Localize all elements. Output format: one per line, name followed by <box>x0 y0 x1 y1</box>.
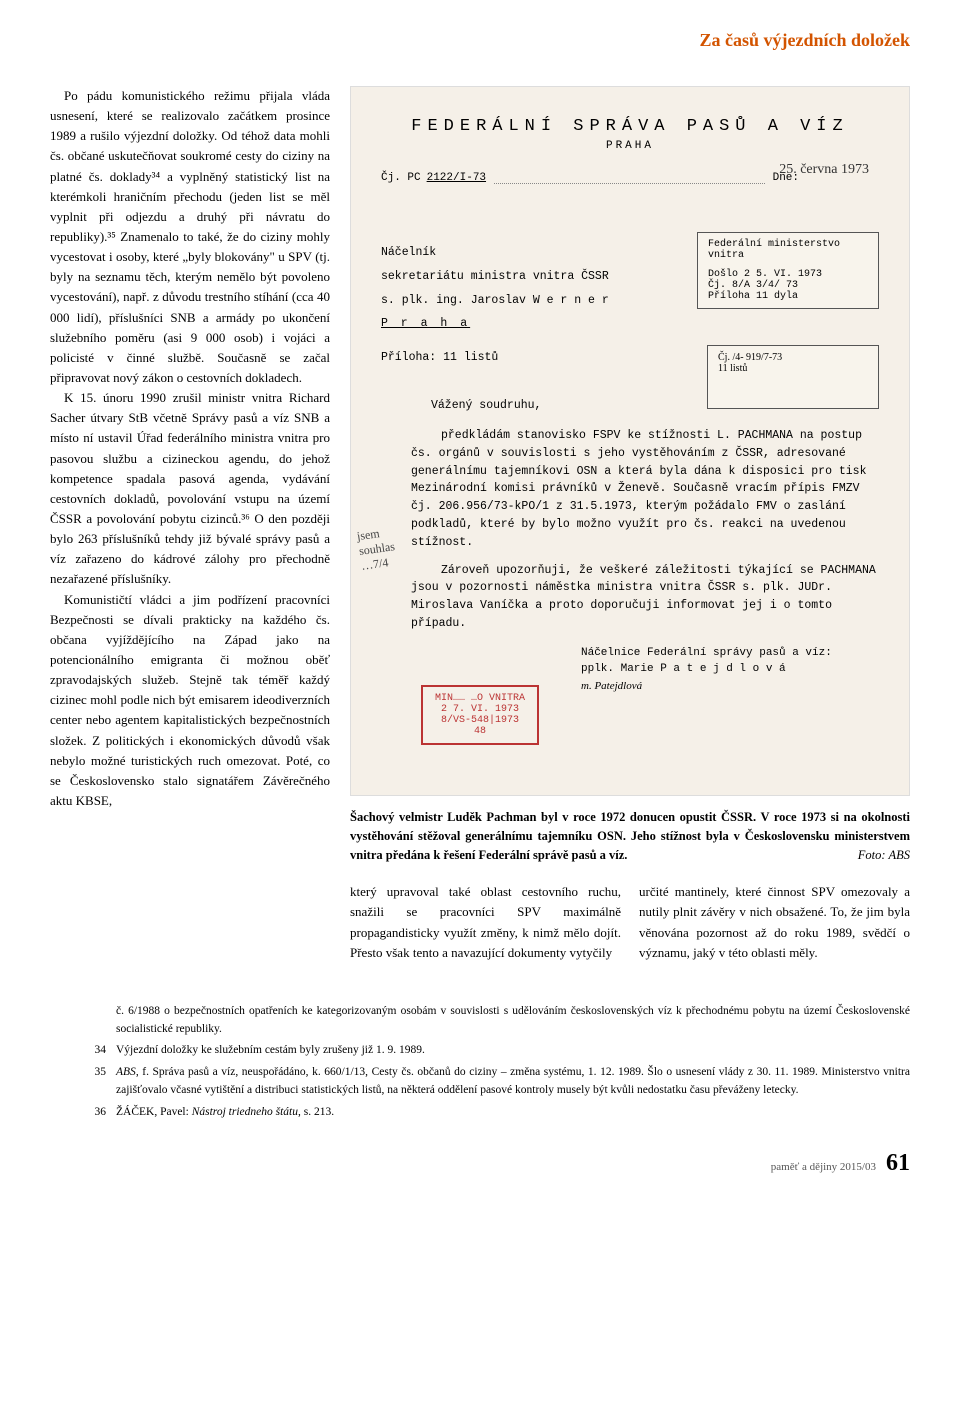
bottom-stamp-1: MIN…… …O VNITRA <box>435 693 525 704</box>
doc-body: Náčelník sekretariátu ministra vnitra ČS… <box>381 244 879 694</box>
doc-sign-cursive: m. Patejdlová <box>581 678 879 695</box>
fn35-num: 35 <box>80 1064 116 1100</box>
doc-cj-value: 2122/I-73 <box>427 172 486 184</box>
main-columns: Po pádu komunistického režimu přijala vl… <box>50 86 910 963</box>
journal-title: paměť a dějiny 2015/03 <box>771 1161 876 1173</box>
doc-cj-label: Čj. PC <box>381 172 421 184</box>
doc-sign-name: pplk. Marie P a t e j d l o v á <box>581 661 879 678</box>
doc-signature: Náčelnice Federální správy pasů a víz: p… <box>581 645 879 695</box>
fn35-rest: , f. Správa pasů a víz, neuspořádáno, k.… <box>116 1066 910 1096</box>
fn36-page: , s. 213. <box>298 1106 334 1118</box>
paragraph-2: K 15. únoru 1990 zrušil ministr vnitra R… <box>50 388 330 589</box>
doc-bottom-stamp: MIN…… …O VNITRA 2 7. VI. 1973 8/VS-548|1… <box>421 685 539 745</box>
stamp2-line1: Čj. /4- 919/7-73 <box>718 352 868 363</box>
caption-credit: Foto: ABS <box>858 846 910 865</box>
running-header: Za časů výjezdních doložek <box>50 30 910 51</box>
fn36-title: Nástroj triedneho štátu <box>192 1106 298 1118</box>
footnote-continued: č. 6/1988 o bezpečnostních opatřeních ke… <box>80 1003 910 1039</box>
footnote-35: 35 ABS, f. Správa pasů a víz, neuspořádá… <box>80 1064 910 1100</box>
figure-caption: Šachový velmistr Luděk Pachman byl v roc… <box>350 808 910 864</box>
document-scan: FEDERÁLNÍ SPRÁVA PASŮ A VÍZ PRAHA Čj. PC… <box>350 86 910 796</box>
stamp1-line4: Příloha 11 dyla <box>708 291 868 302</box>
doc-marginalia: jsem souhlas …7/4 <box>356 525 392 574</box>
stamp1-line2: Došlo 2 5. VI. 1973 <box>708 269 868 280</box>
doc-date-handwritten: 25. června 1973 <box>779 162 869 178</box>
fn36-text: ŽÁČEK, Pavel: Nástroj triedneho štátu, s… <box>116 1104 910 1122</box>
figure-column: FEDERÁLNÍ SPRÁVA PASŮ A VÍZ PRAHA Čj. PC… <box>350 86 910 963</box>
stamp1-line3: Čj. 8/A 3/4/ 73 <box>708 280 868 291</box>
footnotes: č. 6/1988 o bezpečnostních opatřeních ke… <box>50 1003 910 1122</box>
doc-stamp-received: Federální ministerstvo vnitra Došlo 2 5.… <box>697 232 879 309</box>
fn34-num: 34 <box>80 1042 116 1060</box>
bottom-stamp-3: 8/VS-548|1973 <box>435 715 525 726</box>
below-col-2: určité mantinely, které činnost SPV omez… <box>639 882 910 963</box>
fn34-text: Výjezdní doložky ke služebním cestám byl… <box>116 1042 910 1060</box>
footnote-34: 34 Výjezdní doložky ke služebním cestám … <box>80 1042 910 1060</box>
below-col-1: který upravoval také oblast cestovního r… <box>350 882 621 963</box>
doc-para-1: předkládám stanovisko FSPV ke stížnosti … <box>411 427 879 552</box>
bottom-stamp-2: 2 7. VI. 1973 <box>435 704 525 715</box>
doc-letterhead: FEDERÁLNÍ SPRÁVA PASŮ A VÍZ <box>381 117 879 136</box>
doc-addr-4: P r a h a <box>381 315 879 333</box>
bottom-stamp-4: 48 <box>435 726 525 737</box>
caption-text: Šachový velmistr Luděk Pachman byl v roc… <box>350 810 910 862</box>
page-footer: paměť a dějiny 2015/03 61 <box>50 1150 910 1177</box>
fn35-italic: ABS <box>116 1066 136 1078</box>
fn36-author: ŽÁČEK, Pavel: <box>116 1106 192 1118</box>
article-left-column: Po pádu komunistického režimu přijala vl… <box>50 86 330 963</box>
fn35-text: ABS, f. Správa pasů a víz, neuspořádáno,… <box>116 1064 910 1100</box>
continuation-columns: který upravoval také oblast cestovního r… <box>350 882 910 963</box>
fn-cont-text: č. 6/1988 o bezpečnostních opatřeních ke… <box>116 1003 910 1039</box>
stamp1-line1: Federální ministerstvo vnitra <box>708 239 868 261</box>
page-number: 61 <box>886 1150 910 1177</box>
footnote-36: 36 ŽÁČEK, Pavel: Nástroj triedneho štátu… <box>80 1104 910 1122</box>
fn36-num: 36 <box>80 1104 116 1122</box>
paragraph-3: Komunističtí vládci a jim podřízení prac… <box>50 590 330 812</box>
doc-para-2: Zároveň upozorňuji, že veškeré záležitos… <box>411 562 879 633</box>
doc-sign-title: Náčelnice Federální správy pasů a víz: <box>581 645 879 662</box>
stamp2-line2: 11 listů <box>718 363 868 374</box>
paragraph-1: Po pádu komunistického režimu přijala vl… <box>50 86 330 388</box>
doc-city: PRAHA <box>381 140 879 152</box>
doc-stamp-secondary: Čj. /4- 919/7-73 11 listů <box>707 345 879 409</box>
